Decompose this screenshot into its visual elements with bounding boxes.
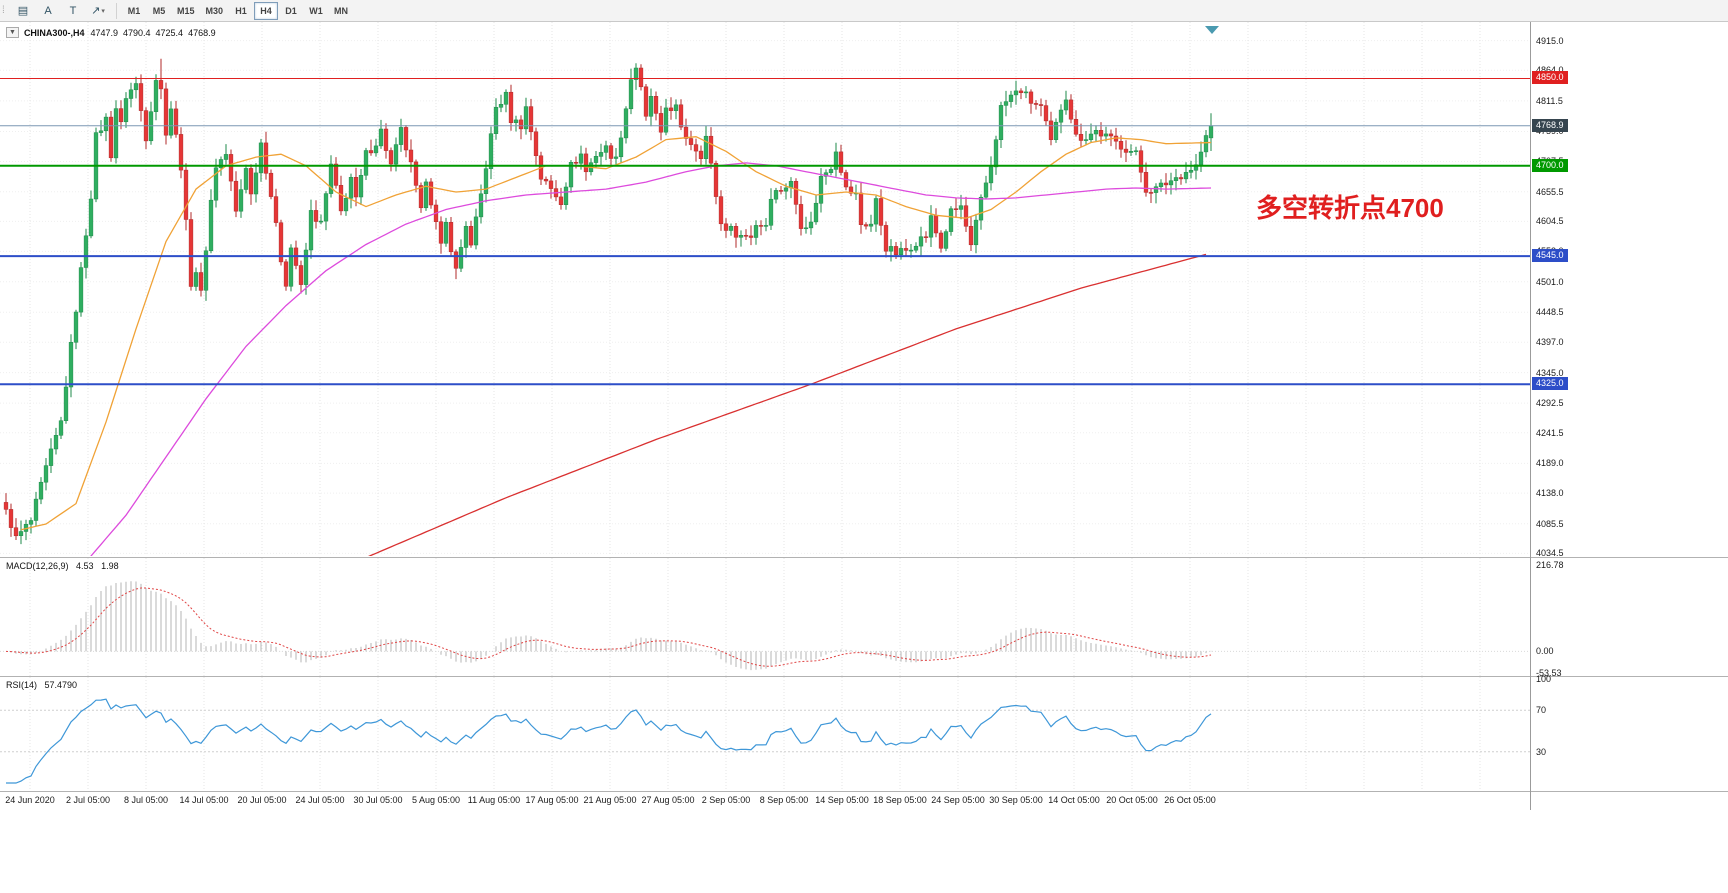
timeframe-button-m1[interactable]: M1 <box>127 5 141 16</box>
price-axis-label: 4345.0 <box>1536 367 1564 378</box>
moving-average-red <box>368 253 1207 556</box>
rsi-indicator-canvas[interactable] <box>0 677 1728 791</box>
rsi-pane-header: RSI(14) 57.4790 <box>6 680 82 690</box>
timeframe-button-h4[interactable]: H4 <box>254 1 279 20</box>
chart-window-icon-icon: ▤ <box>17 5 29 17</box>
toolbar: ⁞ ▤ A T ↗ ▾ M1 M5 M15 M30 H1 H4 D1 W1 MN <box>0 0 1728 22</box>
timeframe-button-m30[interactable]: M30 <box>205 5 224 16</box>
price-axis-label: 4915.0 <box>1536 35 1564 46</box>
time-axis-label: 24 Sep 05:00 <box>931 795 985 805</box>
macd-main-value: 4.53 <box>76 561 94 571</box>
time-axis-label: 20 Jul 05:00 <box>237 795 287 805</box>
time-axis-label: 24 Jul 05:00 <box>295 795 345 805</box>
price-level-badge: 4545.0 <box>1532 249 1568 263</box>
time-axis[interactable]: 24 Jun 2020 2 Jul 05:00 8 Jul 05:00 14 Jul … <box>0 791 1530 811</box>
price-level-badge: 4325.0 <box>1532 377 1568 391</box>
price-axis-label: 4604.5 <box>1536 216 1564 227</box>
macd-indicator-canvas[interactable] <box>0 558 1728 676</box>
ohlc-open-value: 4747.9 <box>90 27 118 38</box>
price-axis-label: 4448.5 <box>1536 307 1564 318</box>
price-axis-label: 4397.0 <box>1536 337 1564 348</box>
symbol-name: CHINA300-,H4 <box>23 27 85 38</box>
price-axis-label: 4864.0 <box>1536 65 1564 76</box>
price-axis-label: 4034.5 <box>1536 548 1564 559</box>
drawing-tools-dropdown-button[interactable]: ↗ ▾ <box>86 2 110 20</box>
macd-indicator-label: MACD(12,26,9) <box>6 561 69 571</box>
chart-annotation-text: 多空转折点4700 <box>1256 193 1444 223</box>
time-axis-label: 26 Oct 05:00 <box>1164 795 1216 805</box>
timeframe-button-h1[interactable]: H1 <box>235 5 247 16</box>
toolbar-grip[interactable]: ⁞ <box>2 4 5 16</box>
price-axis-label: 4189.0 <box>1536 458 1564 469</box>
ohlc-high-value: 4790.4 <box>123 27 151 38</box>
symbol-dropdown-icon[interactable]: ▼ <box>6 27 19 38</box>
macd-signal-line <box>5 587 1212 667</box>
price-level-badge: 4768.9 <box>1532 118 1568 132</box>
time-axis-label: 30 Jul 05:00 <box>353 795 403 805</box>
rsi-indicator-label: RSI(14) <box>6 680 38 690</box>
timeframe-button-d1[interactable]: D1 <box>285 5 297 16</box>
time-axis-label: 20 Oct 05:00 <box>1106 795 1158 805</box>
time-axis-label: 27 Aug 05:00 <box>641 795 695 805</box>
macd-signal-value: 1.98 <box>101 561 119 571</box>
pointer-a-tool-icon: A <box>44 4 52 17</box>
main-macd-pane-separator[interactable] <box>0 557 1728 558</box>
toolbar-icon-group: ▤ A T ↗ ▾ <box>11 2 111 20</box>
ohlc-close-value: 4768.9 <box>188 27 216 38</box>
time-axis-label: 30 Sep 05:00 <box>989 795 1043 805</box>
time-axis-label: 18 Sep 05:00 <box>873 795 927 805</box>
timeframe-button-mn[interactable]: MN <box>334 5 349 16</box>
drawing-tools-dropdown-icon: ↗ <box>91 5 101 17</box>
time-axis-label: 14 Sep 05:00 <box>815 795 869 805</box>
time-axis-label: 8 Sep 05:00 <box>759 795 809 805</box>
price-axis-label: 4501.0 <box>1536 276 1564 287</box>
macd-pane-header: MACD(12,26,9) 4.53 1.98 <box>6 561 124 571</box>
toolbar-separator <box>116 2 117 19</box>
time-axis-label: 2 Sep 05:00 <box>701 795 751 805</box>
time-axis-separator <box>0 791 1728 792</box>
time-axis-label: 5 Aug 05:00 <box>411 795 461 805</box>
timeframe-button-m15[interactable]: M15 <box>177 5 195 16</box>
time-axis-label: 14 Oct 05:00 <box>1048 795 1100 805</box>
timeframe-button-w1[interactable]: W1 <box>309 5 323 16</box>
main-chart-canvas[interactable] <box>0 22 1728 556</box>
chart-shift-marker-icon <box>1205 26 1219 34</box>
price-axis-label: 4241.5 <box>1536 427 1564 438</box>
price-axis-border-line <box>1530 22 1531 810</box>
time-axis-label: 11 Aug 05:00 <box>467 795 521 805</box>
rsi-current-value: 57.4790 <box>44 680 78 690</box>
time-axis-label: 17 Aug 05:00 <box>525 795 579 805</box>
price-level-badge: 4850.0 <box>1532 71 1568 85</box>
chart-window-icon-button[interactable]: ▤ <box>11 2 35 20</box>
price-axis-label: 4655.5 <box>1536 186 1564 197</box>
price-axis-label: 4138.0 <box>1536 488 1564 499</box>
macd-rsi-pane-separator[interactable] <box>0 676 1728 677</box>
time-axis-label: 21 Aug 05:00 <box>583 795 637 805</box>
time-axis-label: 24 Jun 2020 <box>5 795 55 805</box>
ohlc-low-value: 4725.4 <box>155 27 184 38</box>
symbol-ohlc-header: ▼ CHINA300-,H4 4747.9 4790.4 4725.4 4768… <box>6 27 221 38</box>
time-axis-label: 8 Jul 05:00 <box>123 795 169 805</box>
timeframe-button-m5[interactable]: M5 <box>152 5 166 16</box>
moving-average-magenta <box>90 162 1212 556</box>
text-tool-icon: T <box>69 4 77 17</box>
rsi-line <box>6 698 1212 784</box>
time-axis-label: 2 Jul 05:00 <box>65 795 111 805</box>
time-axis-label: 14 Jul 05:00 <box>179 795 229 805</box>
text-tool-button[interactable]: T <box>61 2 85 20</box>
pointer-a-tool-button[interactable]: A <box>36 2 60 20</box>
price-axis[interactable]: 4915.04864.04811.54759.04707.54655.54604… <box>1530 22 1728 791</box>
dropdown-caret-icon: ▾ <box>101 7 105 15</box>
price-level-badge: 4700.0 <box>1532 158 1568 172</box>
price-axis-label: 4085.5 <box>1536 518 1564 529</box>
price-axis-label: 4811.5 <box>1536 95 1563 106</box>
timeframe-button-group: M1 M5 M15 M30 H1 H4 D1 W1 MN <box>122 1 354 20</box>
price-axis-label: 4292.5 <box>1536 398 1564 409</box>
